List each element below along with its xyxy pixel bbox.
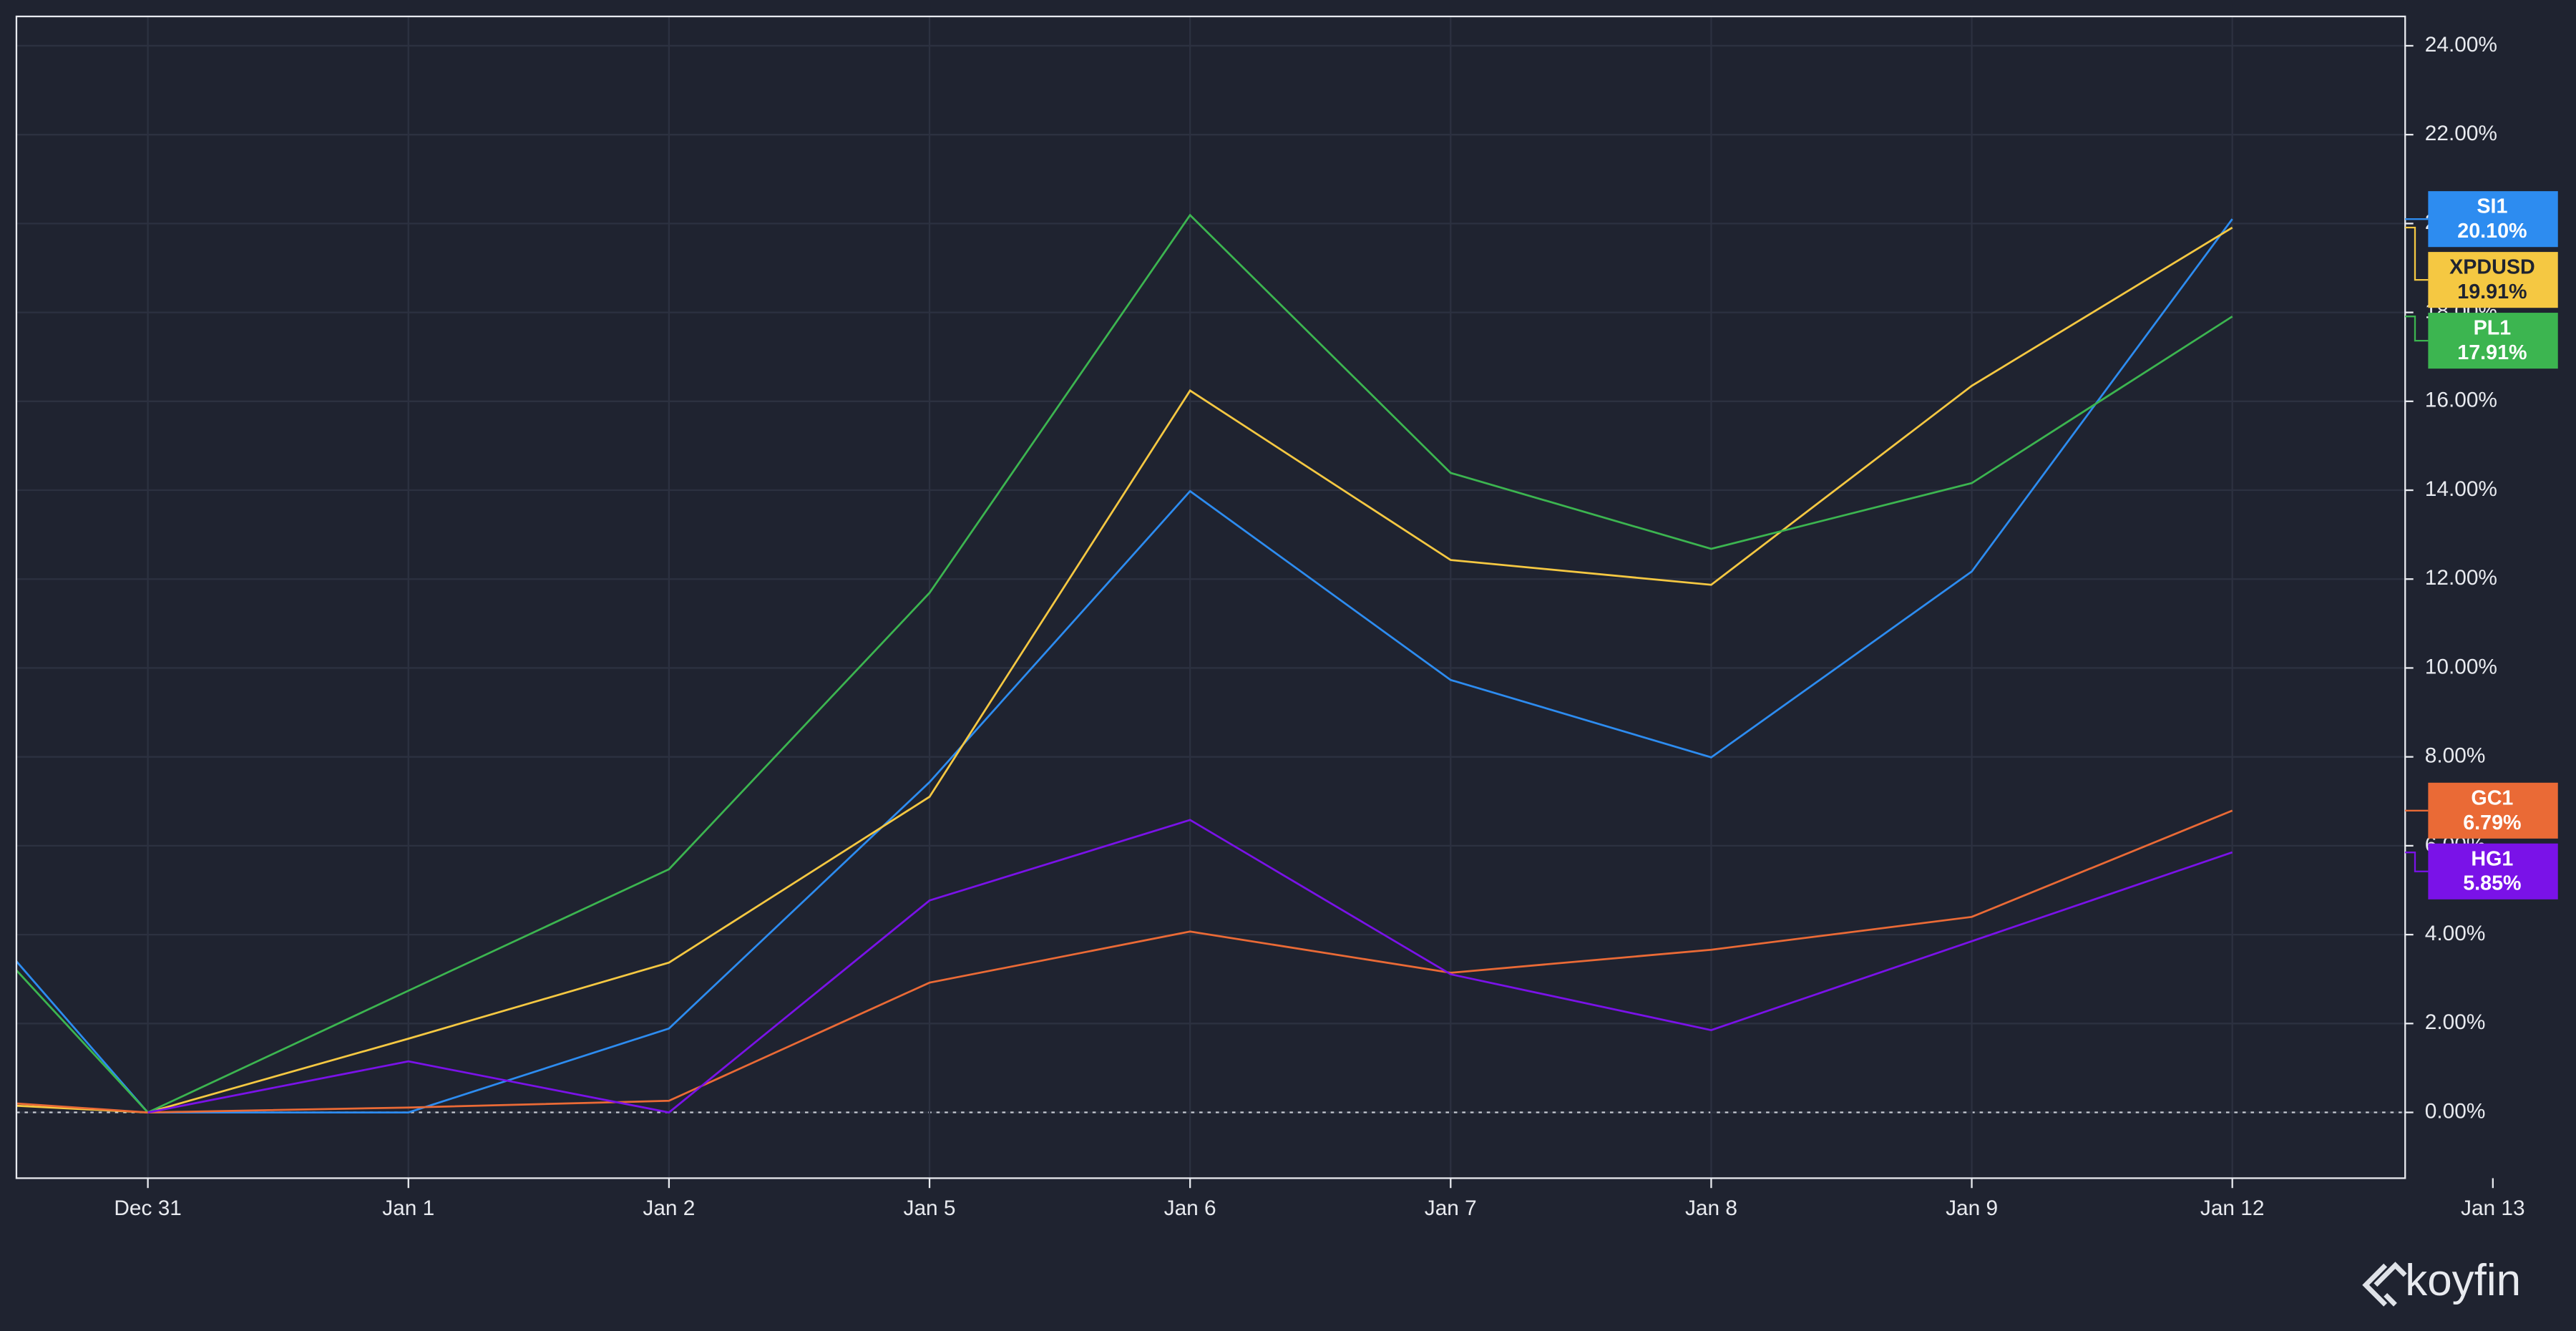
- brand-name: koyfin: [2405, 1256, 2521, 1305]
- legend-entry: XPDUSD: [2449, 256, 2535, 279]
- y-tick-label: 4.00%: [2425, 922, 2486, 945]
- x-tick-label: Jan 12: [2200, 1196, 2265, 1220]
- y-tick-label: 8.00%: [2425, 744, 2486, 768]
- y-tick-label: 14.00%: [2425, 477, 2497, 501]
- data-label: 5.85%: [2463, 872, 2521, 895]
- x-tick-label: Jan 1: [382, 1196, 434, 1220]
- y-tick-label: 2.00%: [2425, 1010, 2486, 1034]
- x-tick-label: Jan 5: [904, 1196, 956, 1220]
- x-tick-label: Jan 13: [2461, 1196, 2525, 1220]
- y-tick-label: 24.00%: [2425, 33, 2497, 57]
- data-label: 20.10%: [2457, 220, 2527, 243]
- legend-entry: PL1: [2474, 317, 2512, 340]
- data-label: 17.91%: [2457, 341, 2527, 364]
- y-tick-label: 22.00%: [2425, 122, 2497, 145]
- x-tick-label: Jan 8: [1685, 1196, 1737, 1220]
- legend-entry: GC1: [2471, 786, 2513, 809]
- y-tick-label: 10.00%: [2425, 655, 2497, 678]
- y-tick-label: 12.00%: [2425, 566, 2497, 590]
- y-tick-label: 0.00%: [2425, 1099, 2486, 1123]
- x-tick-label: Jan 9: [1946, 1196, 1998, 1220]
- x-tick-label: Jan 2: [643, 1196, 695, 1220]
- x-tick-label: Jan 7: [1425, 1196, 1477, 1220]
- x-tick-label: Jan 6: [1164, 1196, 1216, 1220]
- data-label: 6.79%: [2463, 811, 2521, 834]
- legend-entry: SI1: [2477, 195, 2507, 218]
- data-label: 19.91%: [2457, 281, 2527, 303]
- legend-entry: HG1: [2471, 847, 2513, 870]
- y-tick-label: 16.00%: [2425, 389, 2497, 412]
- x-tick-label: Dec 31: [114, 1196, 182, 1220]
